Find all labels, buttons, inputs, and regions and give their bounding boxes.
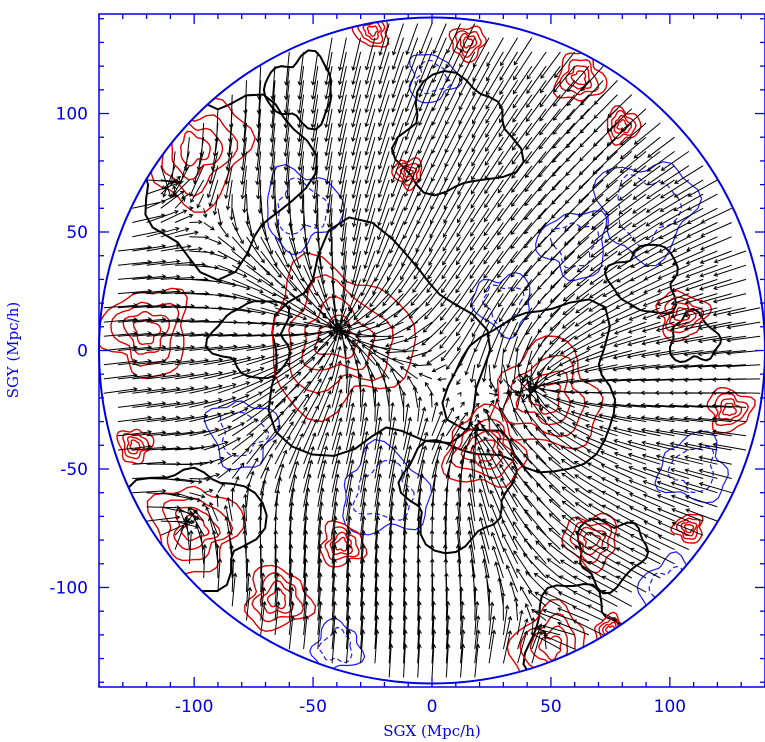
underdense-contour <box>667 445 715 494</box>
y-tick-label: 50 <box>66 223 88 243</box>
overdense-contour <box>570 70 587 86</box>
overdense-contour <box>122 310 171 355</box>
overdense-contour <box>610 109 637 140</box>
underdense-contour <box>266 163 345 256</box>
y-tick-label: -100 <box>49 578 88 598</box>
mean-density-contour <box>576 517 650 595</box>
underdense-contour <box>219 411 270 457</box>
mean-density-contour <box>441 298 617 474</box>
overdense-contour <box>714 393 750 427</box>
overdense-contour <box>722 402 737 417</box>
velocity-arrows <box>103 23 761 678</box>
overdense-contour <box>180 130 211 167</box>
overdense-contour <box>680 520 698 537</box>
underdense-contour <box>352 459 415 521</box>
overdense-contour <box>565 64 593 90</box>
y-tick-labels: -100 -50 0 50 100 <box>49 105 88 599</box>
overdense-contour <box>161 497 234 562</box>
mean-density-contour <box>603 243 679 315</box>
overdense-contour <box>334 536 349 552</box>
overdense-contour <box>146 485 246 576</box>
x-tick-label: -50 <box>299 697 327 717</box>
overdense-contour <box>501 354 586 438</box>
underdense-contour <box>636 551 697 620</box>
mean-density-contour <box>669 307 723 364</box>
overdense-contour <box>132 319 162 346</box>
overdense-contour <box>271 251 417 423</box>
underdense-contour <box>535 210 608 282</box>
overdense-contour <box>675 517 701 540</box>
x-tick-label: 0 <box>427 697 438 717</box>
y-tick-label: 0 <box>77 342 88 362</box>
mean-density-contour <box>262 49 332 131</box>
overdense-contour <box>395 162 420 187</box>
overdense-contour <box>251 572 305 623</box>
overdense-contour <box>288 273 394 394</box>
overdense-contour <box>569 521 613 564</box>
mean-density-contour <box>397 439 519 555</box>
y-tick-label: -50 <box>60 460 88 480</box>
x-axis-title: SGX (Mpc/h) <box>383 722 481 740</box>
y-axis-title: SGY (Mpc/h) <box>4 302 22 398</box>
overdense-contour <box>99 287 188 380</box>
overdense-contour <box>366 25 379 38</box>
overdense-contour <box>559 59 600 96</box>
underdense-contour <box>482 284 525 327</box>
underdense-contour <box>617 174 683 247</box>
y-tick-label: 100 <box>56 105 88 125</box>
overdense-contour <box>706 386 756 434</box>
overdense-contour <box>266 587 287 610</box>
underdense-contour <box>342 438 433 536</box>
overdense-contour <box>448 25 487 64</box>
overdense-contour <box>171 120 224 181</box>
overdense-contour <box>454 30 483 58</box>
overdense-contour <box>126 435 145 455</box>
overdense-contour <box>460 430 504 470</box>
x-tick-label: 100 <box>654 697 686 717</box>
overdense-contour <box>470 438 496 462</box>
x-tick-labels: -100 -50 0 50 100 <box>175 697 686 717</box>
overdense-contour <box>718 398 743 421</box>
x-tick-label: 50 <box>540 697 562 717</box>
underdense-contour <box>277 176 329 236</box>
overdense-contour <box>670 513 704 544</box>
overdense-contour <box>450 418 516 479</box>
x-tick-label: -100 <box>175 697 214 717</box>
overdense-contour <box>459 32 478 54</box>
velocity-arrow-field <box>103 23 761 678</box>
underdense-contour <box>654 430 729 504</box>
overdense-contour <box>259 580 294 615</box>
overdense-contour <box>538 635 563 661</box>
overdense-contour <box>122 433 150 460</box>
underdense-contour <box>414 59 452 95</box>
axis-ticks <box>98 14 765 687</box>
overdense-contour <box>301 296 376 371</box>
underdense-contour <box>648 565 688 612</box>
overdense-contour <box>462 36 474 49</box>
